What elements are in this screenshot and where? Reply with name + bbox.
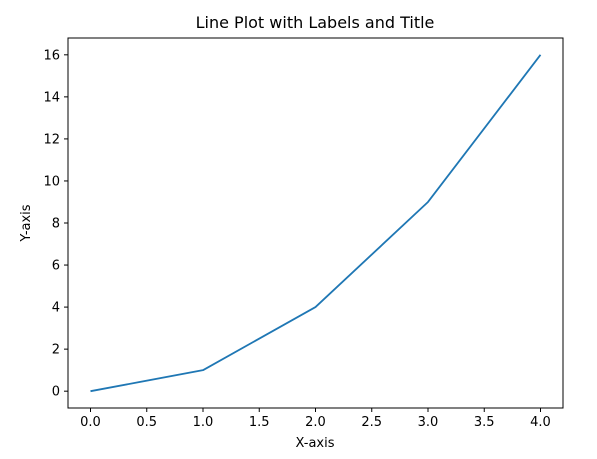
series-line: [90, 54, 542, 393]
y-tick-label: 12: [43, 132, 60, 147]
x-tick-label: 1.0: [193, 415, 214, 430]
x-tick-label: 0.5: [136, 415, 157, 430]
x-tick-label: 2.0: [305, 415, 326, 430]
x-tick-label: 1.5: [249, 415, 270, 430]
y-axis: 0 2 4 6 8 10 12 14 16: [43, 48, 68, 400]
y-tick-label: 2: [52, 343, 60, 358]
y-axis-label: Y-axis: [19, 204, 34, 242]
x-tick-label: 0.0: [80, 415, 101, 430]
y-tick-label: 8: [52, 217, 60, 232]
y-tick-label: 4: [52, 301, 60, 316]
x-axis-label: X-axis: [296, 436, 335, 451]
y-tick-label: 0: [52, 385, 60, 400]
plot-area: 0.0 0.5 1.0 1.5 2.0 2.5 3.0 3.5 4.0 0 2 4 6 8 10 12 14 1…: [43, 37, 564, 430]
x-tick-label: 2.5: [361, 415, 382, 430]
x-tick-label: 3.5: [474, 415, 495, 430]
series-layer: [90, 54, 542, 393]
x-tick-label: 4.0: [530, 415, 551, 430]
y-tick-label: 16: [43, 48, 60, 63]
y-tick-label: 10: [43, 174, 60, 189]
y-tick-label: 6: [52, 259, 60, 274]
x-tick-label: 3.0: [418, 415, 439, 430]
x-axis: 0.0 0.5 1.0 1.5 2.0 2.5 3.0 3.5 4.0: [80, 408, 551, 430]
y-tick-label: 14: [43, 90, 60, 105]
chart-title: Line Plot with Labels and Title: [196, 13, 435, 32]
